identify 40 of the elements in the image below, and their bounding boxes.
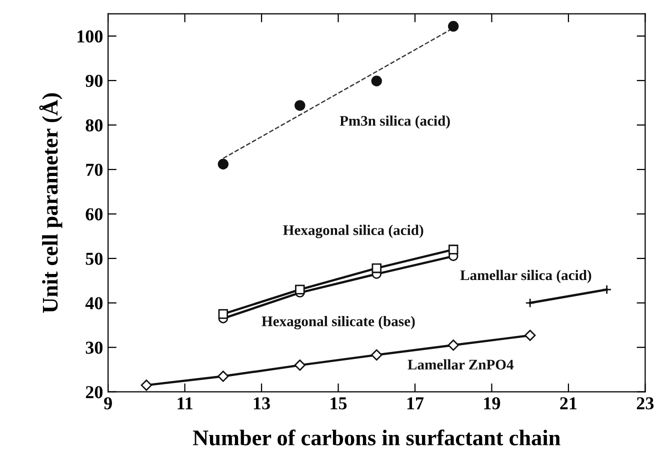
point: [525, 298, 535, 308]
x-tick-label: 11: [178, 397, 192, 410]
point: [218, 309, 228, 319]
x-tick-label: 21: [560, 397, 577, 410]
x-tick-label: 17: [407, 397, 424, 410]
point: [295, 284, 305, 294]
y-axis-title: Unit cell parameter (Å): [39, 93, 62, 313]
y-tick-label: 20: [86, 386, 103, 398]
y-tick-label: 70: [86, 164, 103, 176]
point: [218, 158, 229, 170]
text: Pm3n silica (acid): [340, 116, 450, 129]
point: [448, 244, 458, 254]
series-label: Lamellar ZnPO4: [408, 359, 514, 370]
x-tick-label: 19: [484, 397, 500, 410]
x-tick-label: 9: [104, 397, 112, 410]
y-tick-label: 50: [86, 252, 103, 265]
point: [294, 100, 306, 111]
point: [448, 20, 459, 32]
y-tick-label: 60: [86, 208, 103, 220]
point: [371, 76, 382, 86]
point: [372, 263, 382, 274]
series-label: Lamellar silica (acid): [460, 270, 592, 284]
point: [294, 360, 306, 371]
point: [524, 330, 536, 341]
x-tick-label: 15: [330, 397, 347, 410]
point: [602, 284, 612, 294]
y-tick-label: 100: [78, 30, 103, 43]
y-tick-label: 80: [86, 119, 103, 132]
point: [218, 370, 229, 382]
y-tick-label: 30: [86, 342, 103, 354]
y-tick-label: 40: [85, 297, 103, 310]
point: [448, 340, 459, 351]
x-axis-title: Number of carbons in surfactant chain: [192, 430, 560, 446]
y-tick-label: 90: [86, 74, 103, 87]
series-label: Hexagonal silica (acid): [283, 224, 424, 238]
point: [371, 349, 382, 361]
x-tick-label: 23: [636, 397, 654, 410]
x-tick-label: 13: [254, 397, 270, 410]
point: [140, 380, 152, 391]
series-label: Hexagonal silicate (base): [262, 316, 415, 330]
